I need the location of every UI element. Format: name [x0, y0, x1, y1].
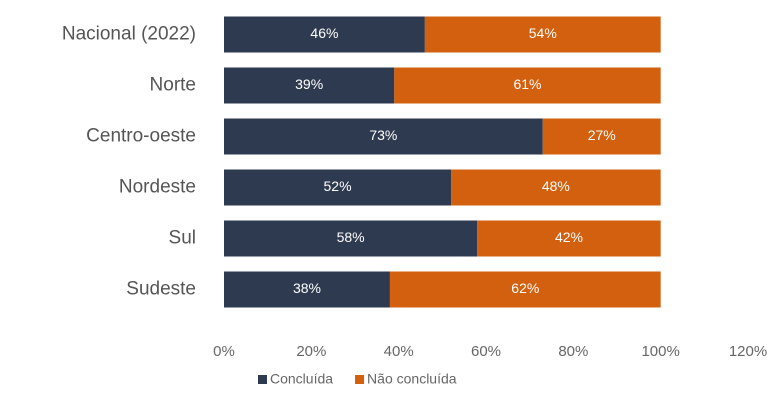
category-label: Sudeste — [126, 279, 196, 300]
bar-segment — [224, 67, 395, 104]
bar-segment — [477, 220, 661, 257]
x-tick-label: 40% — [384, 343, 414, 360]
value-label: 42% — [555, 229, 583, 245]
bar-segment — [224, 118, 543, 155]
legend-swatch — [355, 375, 365, 384]
bar-segment — [224, 220, 478, 257]
x-tick-label: 0% — [213, 343, 235, 360]
value-label: 39% — [295, 76, 323, 92]
value-label: 27% — [588, 127, 616, 143]
value-label: 38% — [293, 280, 321, 296]
x-tick-label: 100% — [641, 343, 679, 360]
x-tick-label: 80% — [558, 343, 588, 360]
x-tick-label: 20% — [296, 343, 326, 360]
value-label: 54% — [529, 25, 557, 41]
category-label: Sul — [169, 228, 196, 249]
bar-segment — [224, 271, 390, 308]
value-label: 52% — [324, 178, 352, 194]
x-tick-label: 120% — [729, 343, 767, 360]
bar-segment — [224, 16, 425, 53]
value-label: 48% — [542, 178, 570, 194]
x-tick-label: 60% — [471, 343, 501, 360]
value-label: 73% — [369, 127, 397, 143]
category-label: Centro-oeste — [86, 126, 196, 147]
bar-segment — [542, 118, 661, 155]
category-label: Norte — [150, 75, 196, 96]
legend-label: Não concluída — [367, 371, 457, 387]
category-label: Nordeste — [119, 177, 196, 198]
category-label: Nacional (2022) — [62, 24, 196, 45]
bar-segment — [424, 16, 661, 53]
value-label: 62% — [511, 280, 539, 296]
legend-label: Concluída — [270, 371, 333, 387]
value-label: 58% — [337, 229, 365, 245]
bar-segment — [394, 67, 661, 104]
value-label: 61% — [513, 76, 541, 92]
bar-segment — [389, 271, 661, 308]
bar-segment — [451, 169, 661, 206]
bar-segment — [224, 169, 452, 206]
legend-swatch — [258, 375, 267, 384]
value-label: 46% — [310, 25, 338, 41]
